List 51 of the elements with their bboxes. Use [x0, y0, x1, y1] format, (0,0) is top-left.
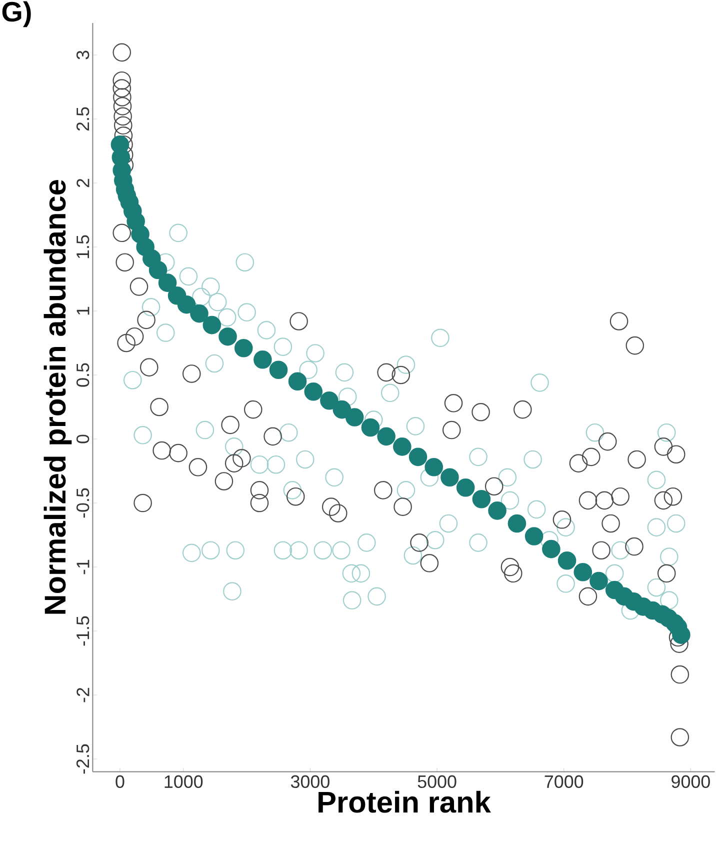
point: [524, 527, 544, 546]
point: [345, 408, 364, 426]
point: [234, 338, 253, 358]
point: [254, 350, 272, 369]
point: [177, 295, 196, 314]
point: [288, 372, 307, 391]
chart-title: G): [2, 1, 31, 28]
x-axis-title: Protein rank: [318, 790, 491, 813]
point: [590, 572, 608, 590]
y-tick-label: 0.5: [76, 363, 90, 387]
point: [542, 540, 560, 558]
x-tick-label: 5000: [418, 775, 456, 788]
point: [158, 274, 177, 292]
point: [558, 551, 576, 570]
x-tick-label: 7000: [544, 775, 584, 788]
point: [332, 400, 352, 419]
point: [148, 260, 168, 280]
y-tick-label: -2.5: [76, 744, 90, 774]
point: [361, 418, 380, 437]
point: [424, 458, 444, 476]
point: [574, 562, 592, 582]
point: [393, 438, 412, 456]
y-tick-label: -1: [76, 560, 90, 574]
y-tick-label: 2.5: [76, 107, 90, 131]
x-tick-label: 3000: [290, 775, 330, 788]
point: [377, 427, 396, 446]
y-axis-title: Normalized protein abundance: [44, 180, 72, 614]
point: [218, 327, 237, 346]
point: [488, 502, 506, 520]
y-tick-label: 2: [76, 178, 90, 188]
point: [269, 360, 288, 380]
point: [320, 391, 338, 410]
point: [408, 448, 428, 466]
y-tick-label: -0.5: [76, 488, 90, 518]
y-tick-label: 0: [76, 434, 90, 444]
y-tick-label: 1: [76, 306, 90, 315]
y-tick-label: 1.5: [76, 235, 90, 258]
x-tick-label: 0: [116, 775, 124, 788]
point: [202, 316, 222, 334]
point: [508, 514, 526, 533]
x-tick-label: 9000: [672, 775, 710, 788]
y-tick-label: 3: [76, 50, 90, 60]
x-tick-label: 1000: [164, 775, 203, 788]
point: [190, 304, 208, 323]
point: [440, 468, 459, 487]
point: [672, 626, 690, 644]
y-tick-label: -2: [76, 688, 90, 702]
y-tick-label: -1.5: [76, 616, 90, 646]
point: [472, 490, 491, 508]
point: [304, 382, 323, 401]
point: [456, 478, 475, 497]
